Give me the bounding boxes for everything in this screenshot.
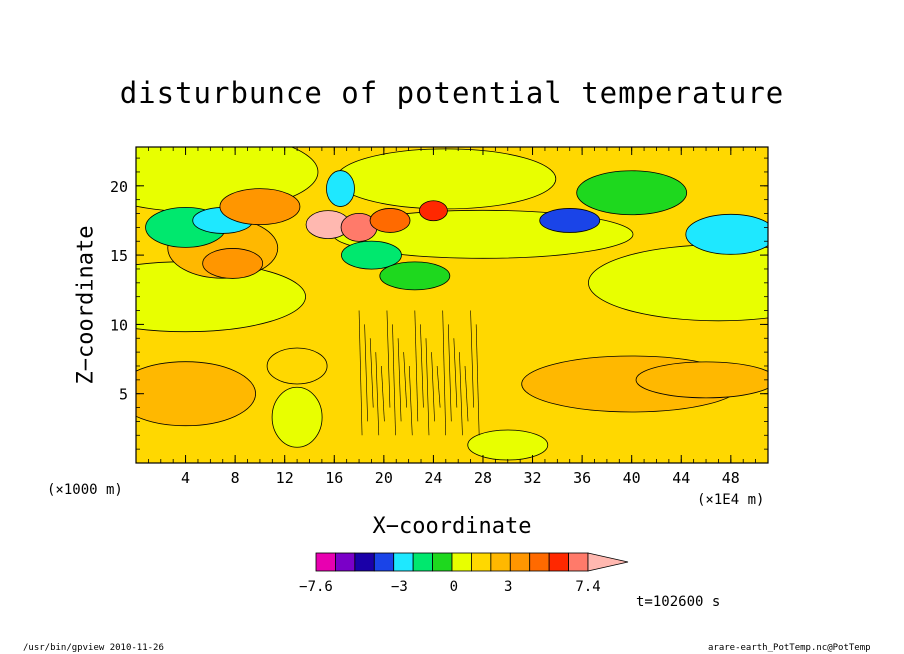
colorbar-cell (451, 552, 472, 572)
contour-streak (414, 310, 419, 422)
contour-streak (408, 365, 413, 436)
x-tick-label: 44 (672, 469, 690, 487)
contour-streak (431, 352, 435, 422)
contour-region (136, 261, 306, 333)
colorbar-cell (335, 552, 356, 572)
contour-region (588, 244, 768, 322)
contour-region (341, 240, 402, 270)
colorbar-cell (432, 552, 453, 572)
contour-streak (403, 352, 407, 408)
colorbar-cell (568, 552, 589, 572)
chart-title: disturbunce of potential temperature (119, 76, 785, 110)
y-tick-label: 5 (119, 386, 128, 404)
contour-region (202, 248, 264, 279)
time-label: t=102600 s (636, 594, 721, 610)
colorbar-tick-label: 0 (450, 579, 458, 595)
contour-region (326, 170, 355, 207)
plot-area (136, 147, 768, 463)
contour-region (379, 261, 451, 291)
x-tick-label: 16 (325, 469, 343, 487)
colorbar-cell (393, 552, 414, 572)
colorbar-cell (354, 552, 375, 572)
footer-right: arare-earth_PotTemp.nc@PotTemp (708, 643, 871, 653)
contour-streak (464, 365, 469, 422)
colorbar: −7.6 −3 0 3 7.4 (299, 552, 629, 595)
contour-streak (420, 324, 424, 408)
colorbar-tick-label: 3 (504, 579, 512, 595)
x-tick-label: 12 (276, 469, 294, 487)
contour-streak (425, 338, 430, 436)
contour-region (419, 200, 448, 222)
x-unit-label: (×1000 m) (47, 482, 123, 498)
contour-streak (397, 338, 402, 422)
contour-region (136, 361, 256, 427)
contour-streak (470, 310, 474, 408)
colorbar-cell (315, 552, 336, 572)
x-tick-label: 24 (424, 469, 442, 487)
contour-streak (453, 338, 458, 408)
colorbar-cell (548, 552, 569, 572)
colorbar-cell (529, 552, 550, 572)
contour-streak (358, 310, 363, 436)
colorbar-extend-arrow (587, 552, 629, 572)
x-tick-label: 20 (375, 469, 393, 487)
colorbar-cell (471, 552, 492, 572)
contour-region (271, 386, 323, 448)
contour-region (685, 213, 768, 255)
contour-streak (364, 324, 368, 422)
contour-streak (459, 352, 463, 436)
x-tick-label: 8 (231, 469, 240, 487)
contour-region (539, 208, 601, 233)
colorbar-cell (373, 552, 395, 572)
contour-streak (475, 324, 480, 436)
contour-streak (375, 352, 380, 436)
contour-streak (386, 310, 391, 408)
contour-field (136, 147, 768, 463)
contour-streak (392, 324, 396, 436)
contour-region (266, 347, 328, 385)
y-axis-title: Z−coordinate (73, 225, 99, 385)
contour-region (219, 188, 301, 225)
x-scale-label: (×1E4 m) (697, 492, 765, 508)
colorbar-cell (490, 552, 511, 572)
colorbar-cell (509, 552, 531, 572)
contour-streak (442, 310, 447, 436)
x-tick-label: 40 (623, 469, 641, 487)
plot-frame (135, 146, 769, 464)
y-tick-label: 15 (110, 247, 128, 265)
x-tick-label: 48 (722, 469, 740, 487)
x-tick-label: 28 (474, 469, 492, 487)
footer-left: /usr/bin/gpview 2010-11-26 (23, 643, 164, 653)
contour-streak (447, 324, 452, 422)
x-tick-label: 4 (181, 469, 190, 487)
contour-streak (436, 365, 441, 408)
contour-region (369, 208, 411, 233)
x-tick-label: 36 (573, 469, 591, 487)
colorbar-tick-label: −3 (391, 579, 408, 595)
contour-region (467, 429, 549, 461)
contour-region (576, 170, 688, 216)
x-axis-title: X−coordinate (372, 514, 532, 539)
colorbar-tick-label: −7.6 (299, 579, 333, 595)
y-tick-label: 20 (110, 178, 128, 196)
contour-streak (381, 365, 385, 422)
contour-streak (369, 338, 374, 408)
y-tick-label: 10 (110, 316, 128, 334)
colorbar-tick-label: 7.4 (575, 579, 600, 595)
colorbar-cell (412, 552, 433, 572)
contour-region (635, 361, 768, 399)
x-tick-label: 32 (524, 469, 542, 487)
contour-region (335, 148, 557, 210)
